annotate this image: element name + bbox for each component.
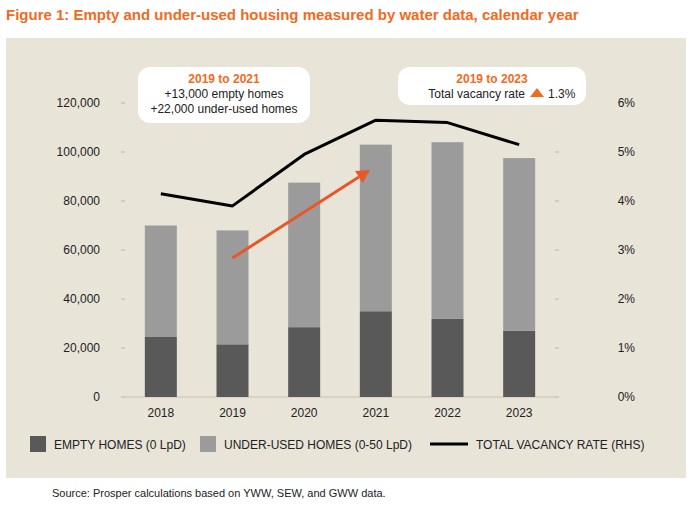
annotation-text: +13,000 empty homes (164, 87, 283, 101)
y2-tick (555, 299, 559, 300)
y-tick (121, 397, 125, 398)
annotation-box (398, 67, 586, 105)
y2-tick-label: 4% (618, 194, 636, 208)
x-tick-label: 2023 (506, 406, 533, 420)
y-tick (121, 299, 125, 300)
bar (360, 145, 392, 312)
y2-tick (555, 152, 559, 153)
y-tick (121, 250, 125, 251)
y-tick (121, 152, 125, 153)
y-tick-label: 120,000 (57, 96, 101, 110)
legend-label: EMPTY HOMES (0 LpD) (54, 438, 186, 452)
y2-tick (555, 201, 559, 202)
arrow-head (355, 170, 370, 183)
legend-swatch (430, 443, 468, 446)
y2-tick (555, 397, 559, 398)
x-tick-label: 2021 (362, 406, 389, 420)
y2-tick-label: 5% (618, 145, 636, 159)
annotation-text: Total vacancy rate (428, 87, 525, 101)
panel (6, 38, 686, 478)
bar (288, 327, 320, 397)
y2-tick (555, 250, 559, 251)
chart: Figure 1: Empty and under-used housing m… (0, 0, 692, 512)
bar (217, 230, 249, 344)
y-tick-label: 20,000 (63, 341, 100, 355)
y-tick (121, 348, 125, 349)
y-tick-label: 100,000 (57, 145, 101, 159)
bar (145, 337, 177, 397)
up-triangle (530, 88, 544, 97)
y2-tick-label: 6% (618, 96, 636, 110)
legend-label: TOTAL VACANCY RATE (RHS) (476, 438, 644, 452)
source: Source: Prosper calculations based on YW… (52, 487, 386, 499)
bar (217, 344, 249, 397)
y-tick-label: 40,000 (63, 292, 100, 306)
y2-tick-label: 1% (618, 341, 636, 355)
bar (432, 319, 464, 397)
y-tick-label: 0 (93, 390, 100, 404)
plot-marks (145, 120, 535, 397)
y2-tick-label: 3% (618, 243, 636, 257)
bar (360, 311, 392, 397)
x-tick-label: 2019 (219, 406, 246, 420)
y-tick (121, 103, 125, 104)
annotation-title: 2019 to 2021 (188, 72, 260, 86)
y2-tick-label: 0% (618, 390, 636, 404)
annotation-box (138, 67, 310, 123)
y-tick-label: 60,000 (63, 243, 100, 257)
x-tick-label: 2018 (147, 406, 174, 420)
legend-swatch (200, 436, 216, 452)
y-tick-label: 80,000 (63, 194, 100, 208)
y2-tick-label: 2% (618, 292, 636, 306)
title: Figure 1: Empty and under-used housing m… (6, 6, 579, 23)
x-tick-label: 2022 (434, 406, 461, 420)
annotation-value: 1.3% (548, 87, 576, 101)
bar (503, 331, 535, 397)
x-axis-line (125, 397, 555, 398)
bar (145, 226, 177, 337)
annotation-title: 2019 to 2023 (456, 72, 528, 86)
y2-tick (555, 348, 559, 349)
bar (503, 158, 535, 331)
bar (432, 142, 464, 318)
legend-label: UNDER-USED HOMES (0-50 LpD) (224, 438, 412, 452)
annotation-text: +22,000 under-used homes (150, 102, 297, 116)
legend-swatch (30, 436, 46, 452)
x-tick-label: 2020 (291, 406, 318, 420)
y-tick (121, 201, 125, 202)
vacancy-line (161, 120, 519, 206)
arrow (233, 177, 359, 258)
